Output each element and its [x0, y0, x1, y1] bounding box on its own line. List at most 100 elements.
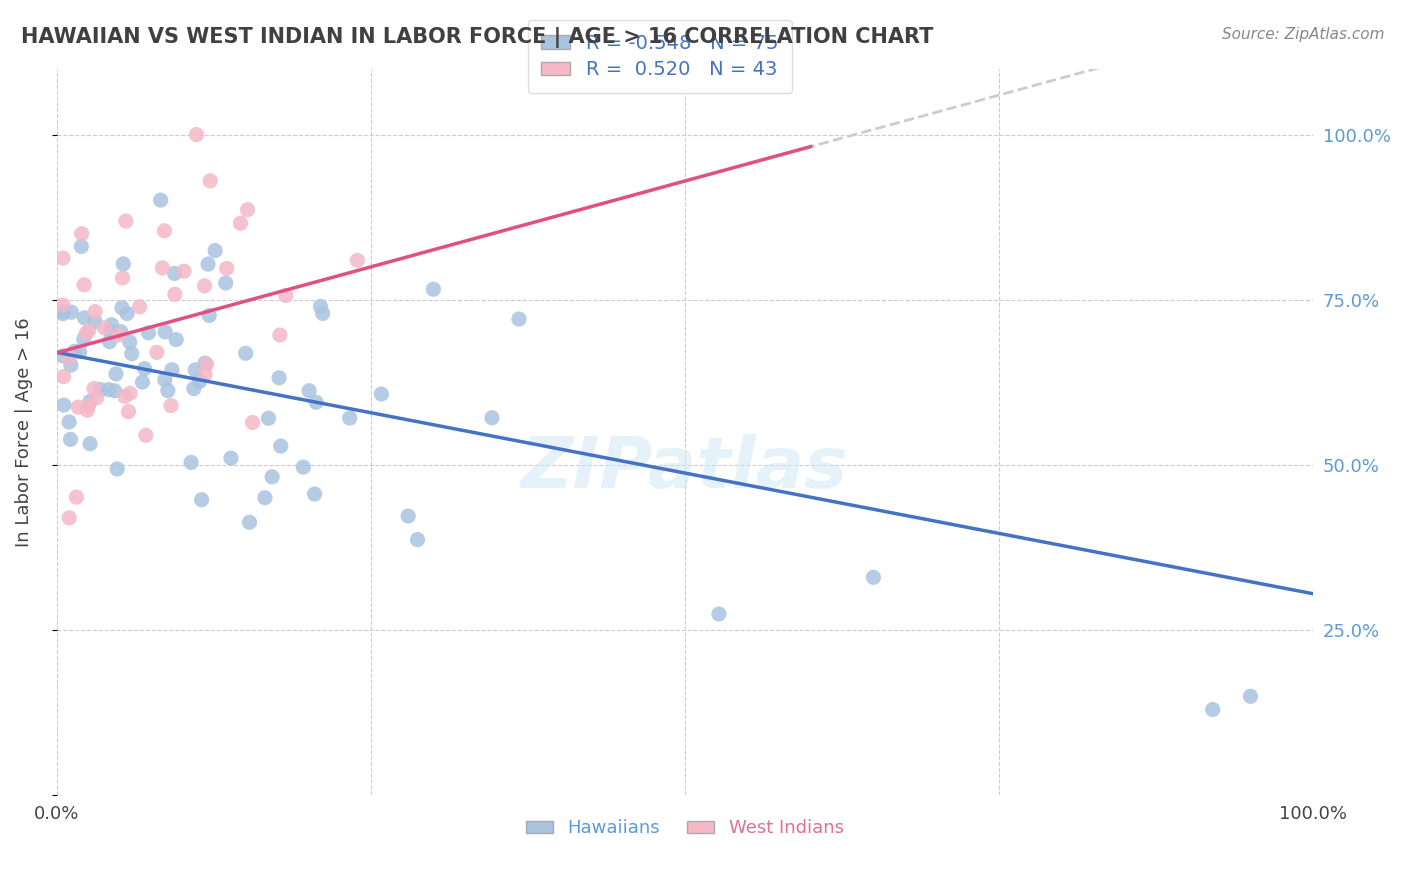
Point: [194, 368, 217, 382]
Point: [75, 326, 97, 341]
Point: [77, 399, 100, 413]
Point: [105, 462, 128, 476]
Point: [111, 301, 134, 315]
Point: [269, 371, 291, 385]
Point: [215, 276, 238, 290]
Point: [52, 398, 75, 412]
Point: [707, 607, 730, 621]
Point: [83, 382, 105, 396]
Point: [235, 346, 257, 360]
Point: [370, 387, 392, 401]
Point: [219, 451, 242, 466]
Point: [257, 411, 280, 425]
Point: [262, 470, 284, 484]
Point: [77, 324, 100, 338]
Y-axis label: In Labor Force | Age > 16: In Labor Force | Age > 16: [15, 318, 32, 547]
Point: [128, 300, 150, 314]
Point: [242, 416, 264, 430]
Point: [190, 492, 212, 507]
Point: [79, 436, 101, 450]
Point: [70, 239, 93, 253]
Point: [138, 326, 160, 340]
Point: [183, 382, 205, 396]
Point: [160, 362, 183, 376]
Point: [118, 334, 141, 349]
Point: [58, 415, 80, 429]
Point: [73, 332, 96, 346]
Point: [862, 570, 884, 584]
Point: [110, 325, 132, 339]
Point: [84, 314, 107, 328]
Point: [339, 411, 361, 425]
Point: [153, 373, 176, 387]
Point: [146, 345, 169, 359]
Point: [86, 391, 108, 405]
Point: [1202, 702, 1225, 716]
Point: [63, 344, 86, 359]
Point: [73, 277, 96, 292]
Point: [121, 347, 143, 361]
Point: [163, 267, 186, 281]
Point: [120, 386, 142, 401]
Point: [195, 357, 218, 371]
Point: [153, 325, 176, 339]
Point: [298, 384, 321, 398]
Point: [193, 278, 215, 293]
Point: [292, 460, 315, 475]
Point: [406, 533, 429, 547]
Point: [184, 363, 207, 377]
Point: [104, 384, 127, 398]
Point: [309, 300, 332, 314]
Point: [58, 511, 80, 525]
Point: [135, 428, 157, 442]
Point: [52, 251, 75, 265]
Point: [229, 216, 252, 230]
Point: [311, 306, 333, 320]
Point: [114, 389, 136, 403]
Point: [274, 288, 297, 302]
Legend: Hawaiians, West Indians: Hawaiians, West Indians: [519, 812, 851, 845]
Point: [131, 375, 153, 389]
Point: [52, 369, 75, 384]
Point: [52, 307, 75, 321]
Point: [508, 312, 530, 326]
Point: [236, 202, 259, 217]
Point: [194, 356, 217, 370]
Point: [97, 383, 120, 397]
Point: [67, 400, 90, 414]
Point: [73, 310, 96, 325]
Point: [70, 227, 93, 241]
Point: [156, 384, 179, 398]
Point: [346, 253, 368, 268]
Point: [149, 193, 172, 207]
Point: [105, 367, 128, 381]
Point: [238, 516, 260, 530]
Point: [270, 439, 292, 453]
Point: [163, 287, 186, 301]
Point: [1239, 690, 1261, 704]
Point: [52, 304, 75, 318]
Point: [60, 305, 83, 319]
Text: ZIPatlas: ZIPatlas: [522, 434, 849, 503]
Point: [173, 264, 195, 278]
Point: [52, 349, 75, 363]
Point: [200, 174, 222, 188]
Point: [160, 399, 183, 413]
Point: [107, 328, 129, 343]
Point: [304, 487, 326, 501]
Point: [115, 214, 138, 228]
Point: [65, 490, 87, 504]
Point: [58, 351, 80, 365]
Point: [198, 309, 221, 323]
Point: [89, 383, 111, 397]
Point: [134, 361, 156, 376]
Point: [59, 433, 82, 447]
Point: [84, 304, 107, 318]
Point: [100, 324, 122, 338]
Point: [115, 307, 138, 321]
Point: [117, 404, 139, 418]
Point: [204, 244, 226, 258]
Point: [112, 257, 135, 271]
Point: [153, 224, 176, 238]
Point: [269, 328, 291, 343]
